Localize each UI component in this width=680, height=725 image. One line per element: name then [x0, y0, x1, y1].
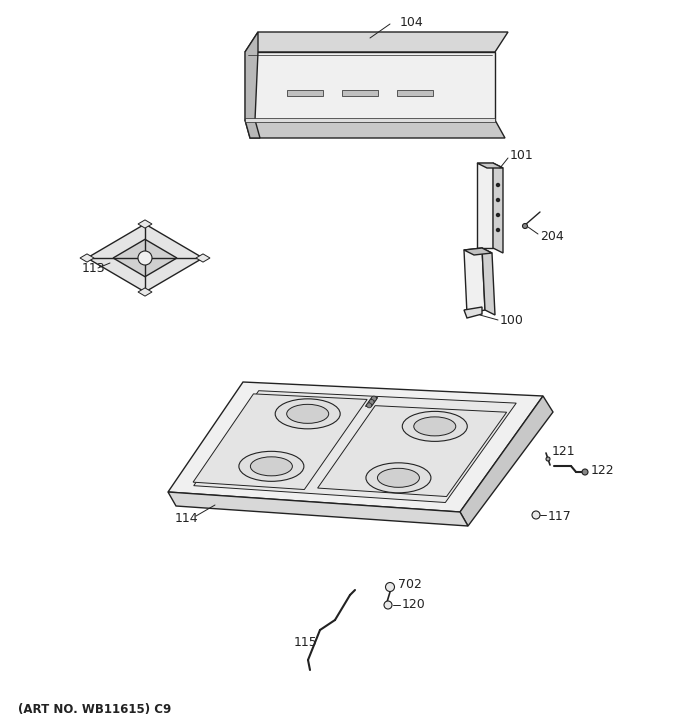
Polygon shape	[245, 32, 260, 138]
Polygon shape	[245, 52, 495, 120]
Polygon shape	[482, 248, 495, 315]
Text: 115: 115	[294, 637, 318, 650]
Circle shape	[496, 228, 500, 231]
Circle shape	[546, 457, 550, 461]
Polygon shape	[196, 254, 210, 262]
Polygon shape	[138, 220, 152, 228]
Text: (ART NO. WB11615) C9: (ART NO. WB11615) C9	[18, 703, 171, 716]
Polygon shape	[464, 307, 482, 318]
Text: 121: 121	[552, 444, 576, 457]
Text: 114: 114	[175, 512, 199, 524]
Text: 101: 101	[510, 149, 534, 162]
Text: 104: 104	[400, 15, 424, 28]
Polygon shape	[87, 224, 203, 292]
Text: 113: 113	[82, 262, 105, 275]
Polygon shape	[193, 394, 367, 489]
Polygon shape	[168, 382, 543, 512]
Circle shape	[532, 511, 540, 519]
Circle shape	[367, 403, 372, 408]
Polygon shape	[464, 248, 492, 255]
Polygon shape	[460, 396, 553, 526]
Circle shape	[371, 396, 377, 401]
Polygon shape	[287, 90, 323, 96]
Polygon shape	[194, 391, 516, 502]
Polygon shape	[342, 90, 378, 96]
Text: 100: 100	[500, 313, 524, 326]
Circle shape	[138, 251, 152, 265]
Text: 120: 120	[402, 599, 426, 611]
Polygon shape	[477, 163, 493, 248]
Ellipse shape	[250, 457, 292, 476]
Ellipse shape	[366, 463, 431, 493]
Circle shape	[496, 213, 500, 217]
Circle shape	[384, 601, 392, 609]
Polygon shape	[493, 163, 503, 253]
Polygon shape	[138, 288, 152, 296]
Circle shape	[386, 582, 394, 592]
Circle shape	[496, 183, 500, 186]
Circle shape	[522, 223, 528, 228]
Ellipse shape	[377, 468, 420, 487]
Ellipse shape	[239, 452, 304, 481]
Text: 702: 702	[398, 578, 422, 590]
Polygon shape	[80, 254, 94, 262]
Polygon shape	[477, 163, 503, 168]
Polygon shape	[245, 120, 505, 138]
Ellipse shape	[287, 405, 328, 423]
Polygon shape	[245, 118, 495, 122]
Polygon shape	[397, 90, 433, 96]
Ellipse shape	[403, 411, 467, 442]
Polygon shape	[464, 248, 485, 314]
Ellipse shape	[275, 399, 340, 429]
Circle shape	[496, 199, 500, 202]
Text: 122: 122	[591, 463, 615, 476]
Polygon shape	[365, 397, 377, 407]
Ellipse shape	[413, 417, 456, 436]
Circle shape	[369, 399, 374, 405]
Text: 204: 204	[540, 230, 564, 242]
Polygon shape	[318, 406, 507, 497]
Polygon shape	[113, 239, 177, 277]
Circle shape	[582, 469, 588, 475]
Text: 117: 117	[548, 510, 572, 523]
Polygon shape	[168, 492, 468, 526]
Polygon shape	[245, 32, 508, 52]
